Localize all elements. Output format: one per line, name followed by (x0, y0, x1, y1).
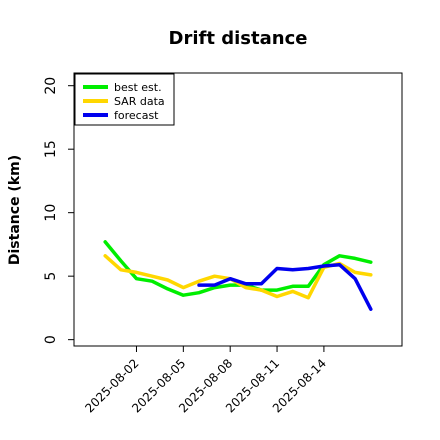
data-point (197, 283, 201, 287)
data-point (213, 275, 216, 278)
data-point (260, 288, 263, 292)
y-tick-label: 20 (43, 77, 59, 95)
data-point (369, 273, 372, 277)
data-point (119, 259, 123, 263)
legend-label: best est. (114, 81, 162, 94)
y-tick-label: 5 (43, 272, 59, 281)
chart-title: Drift distance (169, 28, 308, 49)
data-point (213, 283, 216, 287)
series-line (197, 262, 373, 311)
data-point (229, 283, 232, 287)
data-point (197, 280, 201, 283)
data-point (260, 282, 263, 285)
legend-label: forecast (114, 109, 159, 122)
data-point (150, 275, 154, 278)
data-point (338, 263, 341, 266)
series-best-est- (103, 240, 373, 297)
data-point (119, 268, 123, 271)
data-point (166, 278, 169, 282)
y-tick-label: 15 (43, 140, 59, 158)
data-point (275, 267, 279, 270)
data-point (275, 288, 279, 292)
plot-frame (73, 72, 403, 347)
legend-label: SAR data (114, 95, 165, 108)
data-point (182, 294, 185, 297)
data-point (338, 254, 341, 257)
series-forecast (197, 262, 373, 311)
data-point (135, 277, 138, 280)
y-tick-label: 10 (43, 204, 59, 222)
data-point (135, 271, 138, 274)
data-point (244, 286, 247, 289)
y-axis-label: Distance (km) (7, 155, 23, 265)
data-point (104, 254, 107, 257)
data-point (291, 290, 294, 293)
data-point (104, 240, 107, 244)
data-point (166, 287, 169, 291)
data-point (307, 296, 310, 299)
data-point (213, 286, 216, 289)
data-point (244, 282, 247, 285)
series-line (103, 240, 373, 297)
data-point (353, 257, 357, 260)
data-point (353, 277, 357, 280)
data-point (182, 286, 185, 289)
data-point (275, 295, 279, 298)
data-point (197, 291, 201, 294)
data-point (369, 261, 372, 264)
data-point (150, 280, 154, 283)
data-point (353, 271, 357, 274)
data-point (322, 264, 326, 268)
data-point (307, 267, 310, 270)
data-point (307, 285, 310, 288)
data-point (229, 277, 232, 280)
data-point (369, 308, 372, 311)
data-point (291, 268, 294, 271)
data-point (291, 285, 294, 288)
y-tick-label: 0 (43, 335, 59, 344)
